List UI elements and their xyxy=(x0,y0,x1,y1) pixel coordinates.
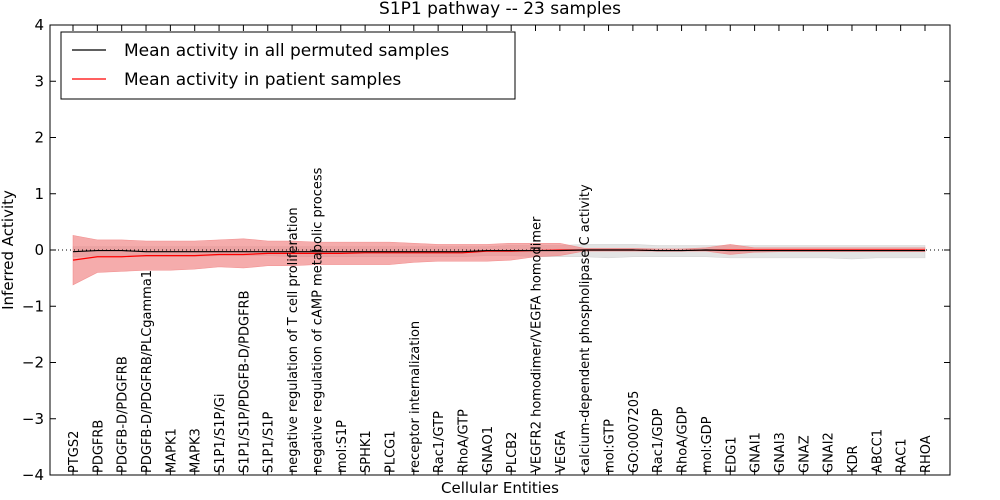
x-tick-label: PLCB2 xyxy=(505,432,520,473)
x-tick-label: ABCC1 xyxy=(870,429,885,473)
x-tick-label: GNAO1 xyxy=(481,426,496,473)
x-tick-label: RHOA xyxy=(919,435,934,473)
x-tick-label: PLCG1 xyxy=(383,430,398,473)
x-axis: PTGS2 PDGFRB PDGFB-D/PDGFRB PDGFB-D/PDGFRB/… xyxy=(67,25,934,475)
y-tick-label: −1 xyxy=(22,297,44,315)
y-tick-label: 2 xyxy=(34,129,44,147)
legend-label-permuted: Mean activity in all permuted samples xyxy=(124,41,449,61)
x-tick-label: Rac1/GDP xyxy=(651,408,666,473)
legend-label-patient: Mean activity in patient samples xyxy=(124,70,401,90)
legend-box xyxy=(60,31,516,100)
x-tick-label: MAPK3 xyxy=(189,428,204,473)
x-tick-label: calcium-dependent phospholipase C activi… xyxy=(578,184,593,473)
y-tick-label: 1 xyxy=(34,185,44,203)
x-tick-label: PDGFB-D/PDGFRB/PLCgamma1 xyxy=(140,270,155,473)
x-tick-label: PTGS2 xyxy=(67,431,82,473)
x-tick-label: SPHK1 xyxy=(359,430,374,473)
y-tick-label: 3 xyxy=(34,72,44,90)
x-tick-label: MAPK1 xyxy=(164,428,179,473)
x-tick-label: mol:GDP xyxy=(700,416,715,473)
x-tick-label: S1P1/S1P/Gi xyxy=(213,394,228,473)
series-lines xyxy=(72,249,925,261)
x-tick-label: Rac1/GTP xyxy=(432,411,447,473)
x-tick-label: GO:0007205 xyxy=(627,391,642,473)
x-tick-label: KDR xyxy=(846,445,861,473)
band-patient xyxy=(72,235,926,286)
x-tick-label: S1P1/S1P/PDGFB-D/PDGFRB xyxy=(237,290,252,473)
x-tick-label: VEGFR2 homodimer/VEGFA homodimer xyxy=(530,216,545,473)
y-axis: −4 −3 −2 −1 0 1 2 3 4 xyxy=(22,16,950,484)
x-tick-label: RhoA/GTP xyxy=(456,409,471,473)
x-tick-label: mol:GTP xyxy=(603,419,618,473)
x-tick-label: VEGFA xyxy=(554,431,569,473)
x-axis-label: Cellular Entities xyxy=(441,479,559,497)
confidence-bands xyxy=(72,235,926,286)
x-tick-label: EDG1 xyxy=(724,436,739,473)
line-permuted-mean xyxy=(72,249,925,253)
x-tick-label: GNAI2 xyxy=(822,432,837,473)
x-tick-label: negative regulation of cAMP metabolic pr… xyxy=(310,167,325,473)
x-tick-label: PDGFRB xyxy=(91,420,106,473)
x-tick-label: PDGFB-D/PDGFRB xyxy=(116,356,131,473)
x-tick-label: mol:S1P xyxy=(335,420,350,473)
y-tick-label: 4 xyxy=(34,16,44,34)
y-tick-label: −2 xyxy=(22,354,44,372)
y-tick-label: −4 xyxy=(22,466,44,484)
x-tick-label: GNAI3 xyxy=(773,432,788,473)
x-tick-label: RhoA/GDP xyxy=(676,406,691,473)
x-tick-label: GNAI1 xyxy=(749,432,764,473)
x-tick-label: negative regulation of T cell proliferat… xyxy=(286,207,301,473)
y-tick-label: 0 xyxy=(34,241,44,259)
y-tick-label: −3 xyxy=(22,410,44,428)
x-tick-label: S1P1/S1P xyxy=(262,411,277,473)
chart-title: S1P1 pathway -- 23 samples xyxy=(379,0,621,19)
x-tick-label: GNAZ xyxy=(797,435,812,473)
y-axis-label: Inferred Activity xyxy=(0,190,17,310)
legend: Mean activity in all permuted samples Me… xyxy=(60,31,516,100)
x-tick-label: RAC1 xyxy=(895,438,910,473)
x-tick-label: receptor internalization xyxy=(408,321,423,473)
